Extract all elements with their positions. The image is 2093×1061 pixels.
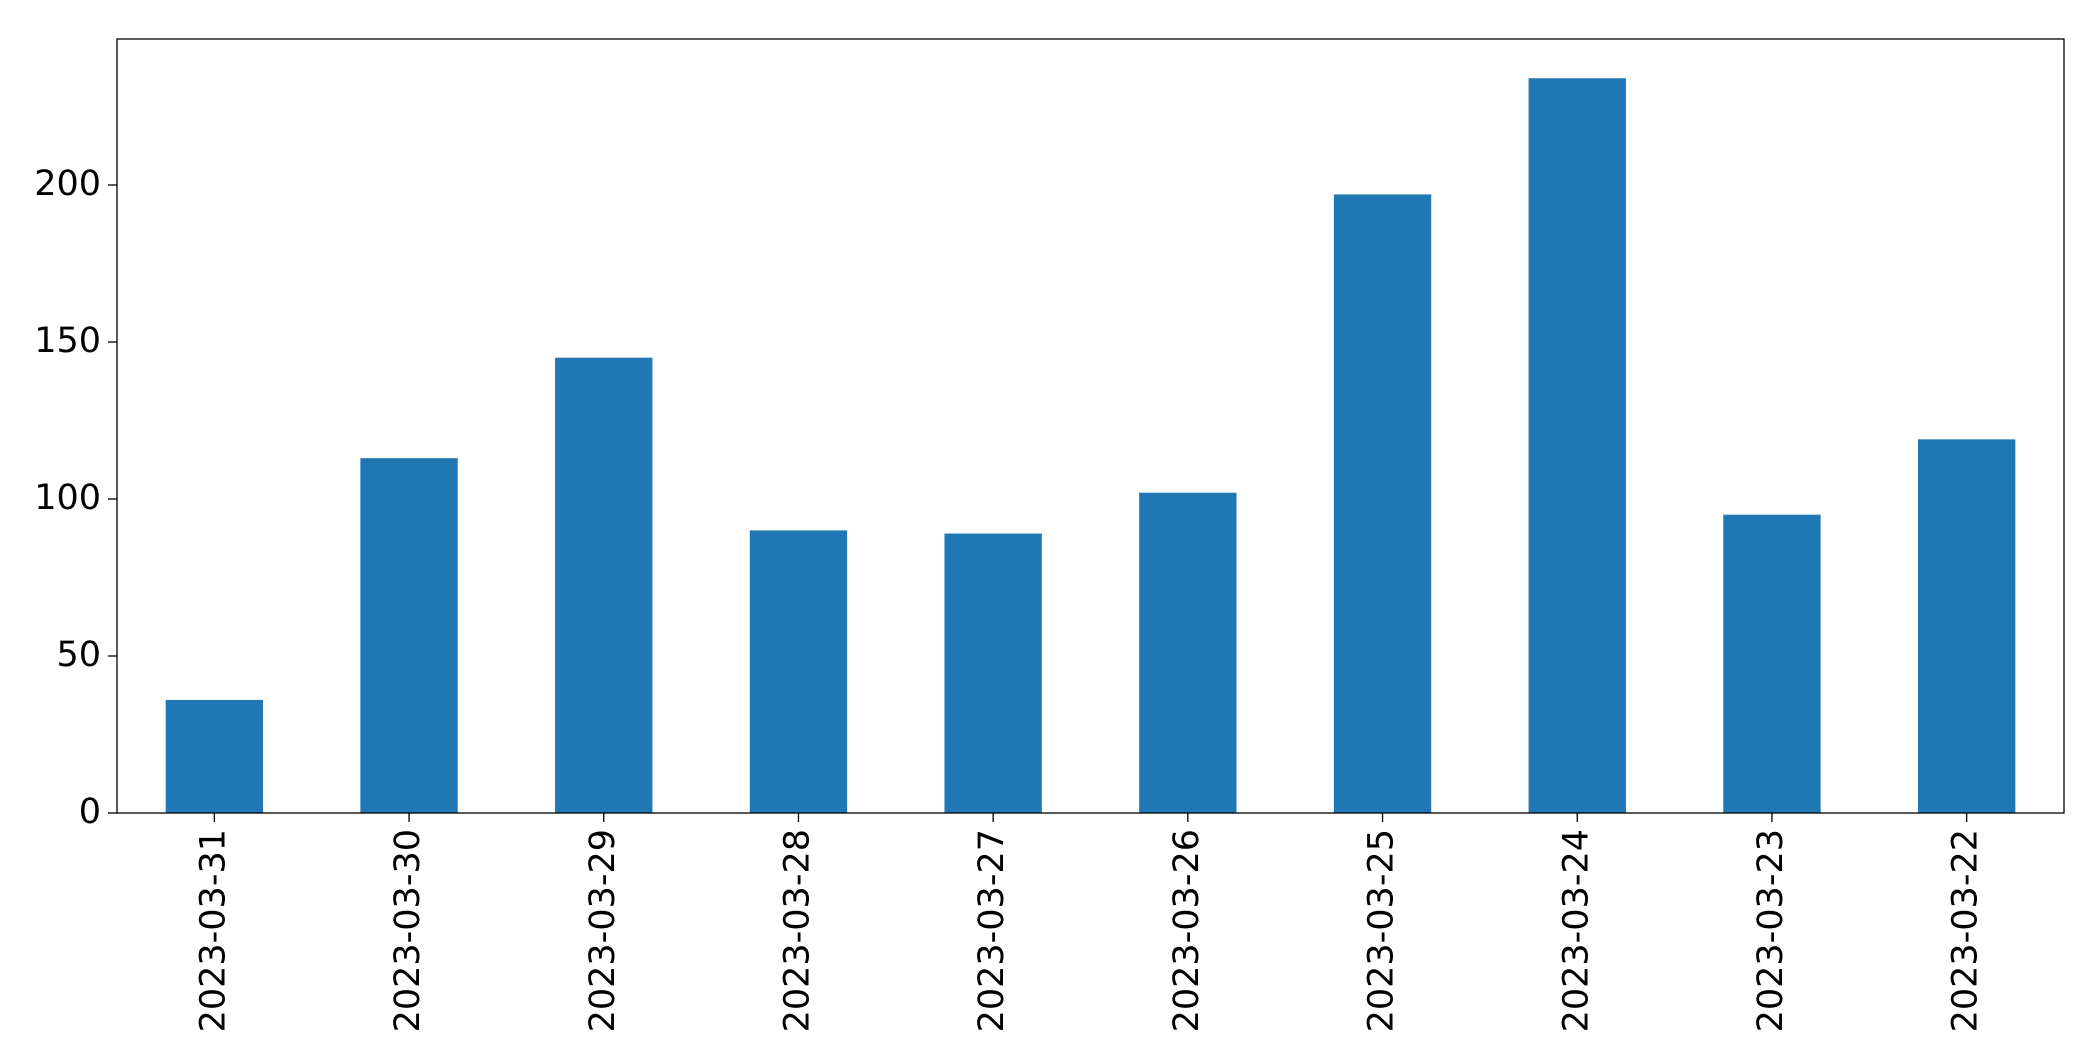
bar bbox=[1528, 78, 1626, 813]
y-tick-label: 150 bbox=[34, 321, 101, 361]
bar bbox=[165, 699, 264, 813]
x-tick-label: 2023-03-25 bbox=[1362, 829, 1402, 1032]
plot-frame bbox=[116, 38, 2065, 814]
x-tick-label: 2023-03-23 bbox=[1751, 829, 1791, 1032]
bar bbox=[749, 530, 848, 813]
x-tick-label: 2023-03-22 bbox=[1946, 829, 1986, 1032]
y-tick-label: 200 bbox=[34, 164, 101, 204]
bar bbox=[944, 533, 1042, 813]
x-tick-label: 2023-03-29 bbox=[583, 829, 623, 1032]
y-tick-label: 100 bbox=[34, 478, 101, 518]
y-tick-label: 0 bbox=[79, 792, 101, 832]
x-tick-label: 2023-03-24 bbox=[1556, 829, 1596, 1032]
x-tick-label: 2023-03-26 bbox=[1167, 829, 1207, 1032]
bar bbox=[555, 357, 653, 813]
bar bbox=[1139, 492, 1237, 813]
x-tick-label: 2023-03-30 bbox=[388, 829, 428, 1032]
y-tick-label: 50 bbox=[56, 635, 101, 675]
x-tick-label: 2023-03-27 bbox=[972, 829, 1012, 1032]
x-tick-label: 2023-03-31 bbox=[193, 829, 233, 1032]
x-tick-label: 2023-03-28 bbox=[777, 829, 817, 1032]
bar bbox=[1723, 514, 1821, 813]
bar bbox=[1917, 439, 2016, 813]
bar bbox=[1333, 194, 1432, 814]
bar bbox=[360, 458, 458, 813]
